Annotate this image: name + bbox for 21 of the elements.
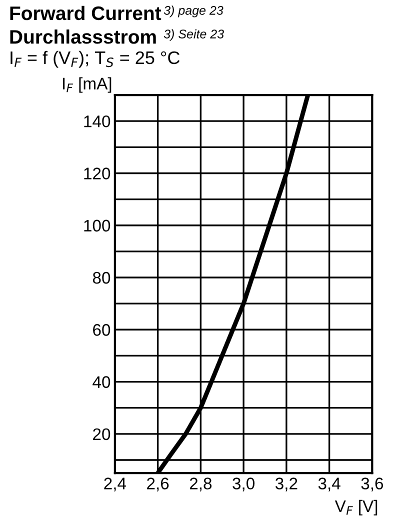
y-axis-title: I$_{F}$ [mA] xyxy=(63,77,112,93)
x-axis-title: V$_{F}$ [V] xyxy=(334,500,378,516)
text: I$_{F}$ = f (V$_{F}$); T$_{S}$ = 25 °C xyxy=(10,50,180,68)
x-tick-label: 3,4 xyxy=(318,478,340,492)
text: 3) page 23 xyxy=(164,6,224,18)
y-tick-label: 20 xyxy=(93,428,110,440)
y-tick-label: 100 xyxy=(84,220,110,232)
x-tick-label: 2,6 xyxy=(147,478,169,492)
x-tick-label: 2,4 xyxy=(104,478,126,492)
x-tick-label: 3,6 xyxy=(361,478,384,492)
chart-title: Forward Current xyxy=(10,6,162,20)
y-tick-label: 60 xyxy=(93,324,110,336)
y-tick-label: 120 xyxy=(84,168,110,180)
x-tick-label: 3,2 xyxy=(275,478,298,492)
y-tick-label: 40 xyxy=(92,376,110,388)
x-tick-label: 2,8 xyxy=(190,478,212,492)
y-tick-label: 140 xyxy=(84,115,110,128)
chart-subtitle: Durchlassstrom xyxy=(10,29,156,44)
y-tick-label: 80 xyxy=(92,272,110,284)
x-tick-label: 3,0 xyxy=(232,478,254,492)
text: 3) Seite 23 xyxy=(164,29,224,41)
